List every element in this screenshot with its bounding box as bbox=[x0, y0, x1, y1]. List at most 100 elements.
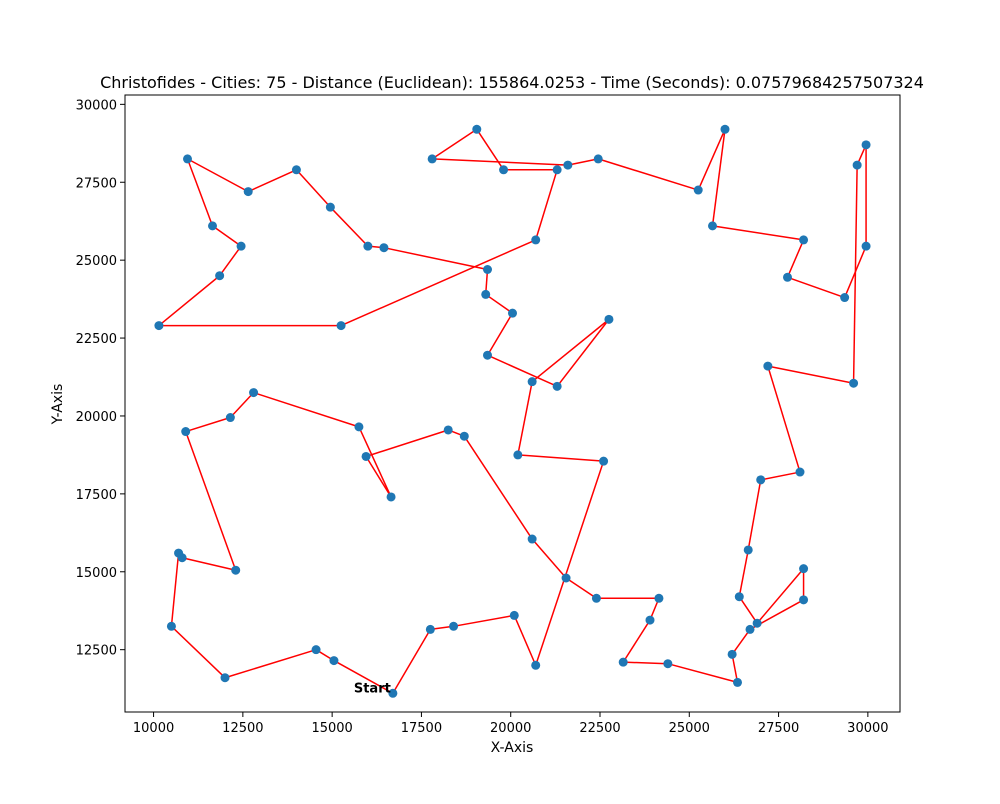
city-point bbox=[654, 593, 664, 603]
city-point bbox=[249, 388, 259, 398]
city-point bbox=[166, 621, 176, 631]
city-point bbox=[799, 235, 809, 245]
x-axis-ticks: 10000 12500 15000 17500 20000 22500 25000 27500… bbox=[133, 712, 889, 736]
route-segment bbox=[170, 553, 180, 627]
route-segment bbox=[463, 435, 533, 540]
route-segment bbox=[229, 392, 255, 419]
route-segment bbox=[731, 628, 751, 655]
city-point bbox=[531, 660, 541, 670]
y-tick-label: 27500 bbox=[76, 176, 117, 191]
route-segment bbox=[219, 245, 242, 277]
city-point bbox=[363, 241, 373, 251]
route-segment bbox=[565, 577, 597, 599]
city-point bbox=[291, 165, 301, 175]
x-tick-label: 30000 bbox=[847, 721, 888, 736]
y-tick-label: 15000 bbox=[76, 566, 117, 581]
plot-area-frame bbox=[124, 94, 901, 713]
city-point bbox=[720, 124, 730, 134]
city-point bbox=[799, 564, 809, 574]
route-segment bbox=[383, 246, 488, 271]
city-point bbox=[783, 272, 792, 282]
city-point bbox=[243, 187, 253, 197]
city-point bbox=[499, 165, 509, 175]
y-axis-ticks: 12500 15000 17500 20000 22500 25000 27500 30000 bbox=[76, 98, 125, 659]
route-segment bbox=[432, 158, 568, 166]
city-point bbox=[599, 456, 609, 466]
city-point bbox=[215, 271, 225, 281]
city-point bbox=[386, 492, 396, 502]
route-segment bbox=[535, 460, 605, 666]
city-points bbox=[154, 124, 871, 698]
route-segment bbox=[697, 128, 726, 191]
city-point bbox=[361, 451, 371, 461]
city-point bbox=[693, 185, 703, 195]
route-segment bbox=[365, 456, 392, 498]
route-segment bbox=[170, 625, 226, 679]
x-tick-label: 12500 bbox=[222, 721, 263, 736]
route-segment bbox=[531, 538, 567, 579]
route-segment bbox=[185, 431, 237, 571]
city-point bbox=[449, 621, 459, 631]
city-point bbox=[593, 154, 603, 164]
city-point bbox=[733, 677, 742, 687]
route-segment bbox=[567, 158, 599, 166]
city-point bbox=[795, 467, 805, 477]
city-point bbox=[427, 154, 437, 164]
city-point bbox=[645, 615, 655, 625]
route-segment bbox=[365, 429, 449, 458]
city-point bbox=[181, 427, 191, 437]
route-segment bbox=[486, 312, 514, 356]
route-segment bbox=[340, 239, 537, 327]
y-tick-label: 30000 bbox=[76, 98, 117, 113]
city-point bbox=[799, 595, 809, 605]
route-segment bbox=[485, 293, 513, 314]
city-point bbox=[174, 548, 184, 558]
route-segment bbox=[731, 654, 739, 683]
route-segment bbox=[531, 318, 610, 383]
city-point bbox=[220, 673, 230, 683]
city-point bbox=[443, 425, 453, 435]
city-point bbox=[663, 659, 673, 669]
city-point bbox=[531, 235, 541, 245]
route-segment bbox=[712, 225, 804, 241]
x-tick-label: 15000 bbox=[311, 721, 352, 736]
route-segment bbox=[767, 365, 854, 384]
route-segment bbox=[358, 426, 392, 498]
city-point bbox=[852, 160, 862, 170]
route-segment bbox=[534, 169, 558, 241]
route-segment bbox=[738, 549, 749, 597]
city-point bbox=[379, 243, 389, 253]
route-segment bbox=[738, 596, 758, 624]
x-tick-label: 20000 bbox=[490, 721, 531, 736]
city-point bbox=[743, 545, 753, 555]
route-segment bbox=[247, 169, 297, 193]
route-segment bbox=[453, 614, 515, 628]
city-point bbox=[756, 475, 766, 485]
route-segment bbox=[747, 479, 762, 551]
x-tick-label: 17500 bbox=[401, 721, 442, 736]
route-segment bbox=[253, 391, 360, 428]
route-segment bbox=[185, 416, 231, 433]
city-point bbox=[508, 308, 517, 318]
y-tick-label: 22500 bbox=[76, 332, 117, 347]
city-point bbox=[861, 140, 871, 150]
city-point bbox=[154, 321, 164, 331]
route-segment bbox=[333, 659, 394, 694]
city-point bbox=[552, 165, 562, 175]
start-label: Start bbox=[354, 681, 391, 696]
city-point bbox=[483, 350, 492, 360]
route-segment bbox=[212, 225, 242, 247]
city-point bbox=[513, 450, 523, 460]
city-point bbox=[459, 431, 469, 441]
y-tick-label: 17500 bbox=[76, 488, 117, 503]
city-point bbox=[840, 293, 850, 303]
route-segment bbox=[187, 158, 249, 193]
city-point bbox=[861, 241, 871, 251]
route-segment bbox=[487, 354, 558, 388]
route-segment bbox=[852, 165, 858, 384]
city-point bbox=[527, 377, 537, 387]
route-segment bbox=[186, 158, 214, 227]
city-point bbox=[425, 624, 435, 634]
